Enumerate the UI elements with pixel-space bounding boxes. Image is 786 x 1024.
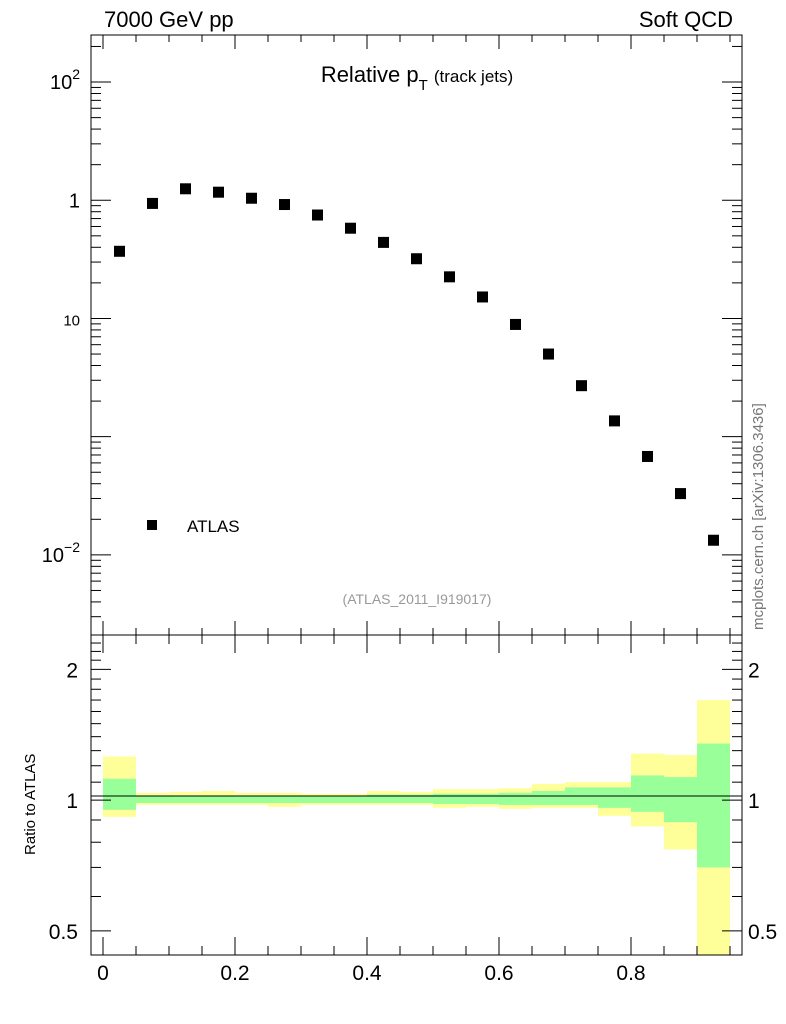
xtick-label: 0.4 [352, 962, 382, 985]
ratio-ytick-label-right: 2 [748, 659, 760, 682]
data-point [510, 318, 521, 330]
main-title: Relative pT (track jets) [321, 62, 513, 94]
xtick-label: 0.6 [484, 962, 513, 985]
data-point [543, 348, 554, 360]
legend-marker [147, 520, 157, 530]
title-sub: T [419, 77, 428, 94]
data-point [147, 197, 158, 209]
ratio-band-inner [532, 790, 565, 805]
ratio-band-inner [334, 796, 367, 803]
title-suffix: (track jets) [434, 67, 513, 86]
main-panel-frame [90, 34, 743, 636]
ratio-band-inner [466, 793, 499, 804]
data-point [444, 271, 455, 283]
ratio-band-inner [235, 796, 268, 803]
main-ytick-label: 10−2 [42, 539, 80, 567]
ratio-band-inner [202, 795, 235, 803]
xtick-label: 0 [97, 962, 109, 985]
data-point [312, 209, 323, 221]
ratio-band-inner [169, 796, 202, 803]
main-ytick-label: 10 [63, 312, 80, 329]
ratio-ytick-label-left: 2 [66, 659, 78, 682]
ratio-band-inner [697, 743, 730, 868]
xtick-label: 0.8 [616, 962, 645, 985]
ratio-band-inner [598, 787, 631, 808]
ratio-band-inner [268, 796, 301, 803]
data-point [213, 186, 224, 198]
ratio-panel-frame [90, 634, 743, 956]
main-ytick-label: 1 [69, 190, 80, 212]
ratio-band-inner [664, 777, 697, 823]
ratio-ytick-label-left: 0.5 [49, 921, 78, 944]
data-point [345, 222, 356, 234]
title-main: Relative p [321, 62, 419, 87]
data-point [279, 199, 290, 211]
data-point [477, 291, 488, 303]
main-ytick-label: 102 [50, 66, 80, 94]
data-point [378, 236, 389, 248]
data-point [708, 534, 719, 546]
data-point [675, 488, 686, 500]
ratio-band-inner [631, 775, 664, 812]
data-point [576, 380, 587, 392]
process-label: Soft QCD [638, 7, 733, 32]
data-point [411, 253, 422, 265]
legend: ATLAS [147, 517, 240, 536]
data-point [246, 192, 257, 204]
energy-label: 7000 GeV pp [104, 7, 234, 32]
xtick-label: 0.2 [220, 962, 249, 985]
ratio-band-inner [400, 794, 433, 803]
ratio-ytick-label-right: 0.5 [748, 921, 777, 944]
ratio-ytick-label-right: 1 [748, 790, 760, 813]
ratio-ytick-label-left: 1 [66, 790, 78, 813]
data-point [609, 415, 620, 427]
ratio-band-inner [499, 792, 532, 805]
ratio-band-inner [136, 796, 169, 803]
data-point [114, 245, 125, 257]
ratio-band-inner [301, 796, 334, 803]
data-point [180, 183, 191, 195]
ratio-band-inner [433, 793, 466, 804]
ratio-band-inner [367, 794, 400, 803]
legend-label: ATLAS [187, 517, 240, 536]
data-point [642, 450, 653, 462]
analysis-id: (ATLAS_2011_I919017) [343, 591, 492, 607]
ratio-band-inner [103, 778, 136, 810]
